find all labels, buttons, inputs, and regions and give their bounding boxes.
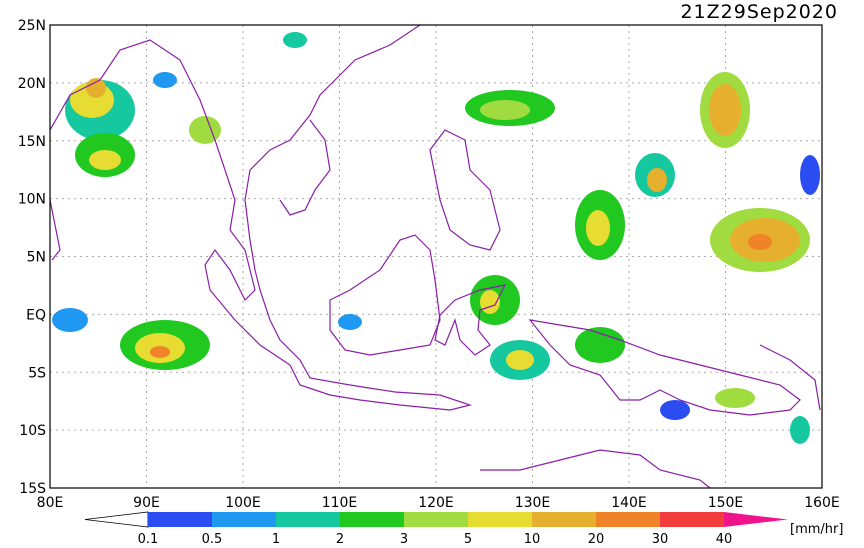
colorbar-swatch — [532, 512, 596, 527]
colorbar-label: 0.1 — [138, 532, 159, 544]
lon-label: 120E — [418, 495, 454, 511]
colorbar-label: 40 — [716, 532, 733, 544]
map-title: 21Z29Sep2020 — [680, 1, 838, 23]
colorbar-label: 30 — [652, 532, 669, 544]
lat-label: 10N — [18, 192, 46, 208]
lon-label: 160E — [804, 495, 840, 511]
colorbar-unit: [mm/hr] — [790, 522, 843, 537]
colorbar-label: 1 — [272, 532, 280, 544]
colorbar-label: 10 — [524, 532, 541, 544]
grid — [50, 25, 822, 488]
colorbar-swatch — [212, 512, 276, 527]
lon-label: 90E — [133, 495, 160, 511]
colorbar-swatch — [468, 512, 532, 527]
lon-label: 100E — [225, 495, 261, 511]
colorbar-label: 5 — [464, 532, 472, 544]
lat-label: EQ — [26, 307, 46, 323]
lat-label: 5S — [28, 365, 46, 381]
colorbar-end — [724, 512, 788, 527]
lat-label: 5N — [27, 250, 46, 266]
lon-label: 130E — [515, 495, 551, 511]
lat-label: 10S — [19, 423, 46, 439]
colorbar-label: 20 — [588, 532, 605, 544]
colorbar-swatch — [276, 512, 340, 527]
colorbar-label: 3 — [400, 532, 408, 544]
lon-label: 150E — [708, 495, 744, 511]
precip-areas — [52, 32, 820, 444]
colorbar-label: 0.5 — [202, 532, 223, 544]
lat-label: 20N — [18, 76, 46, 92]
coastlines — [49, 24, 821, 489]
lon-label: 80E — [37, 495, 64, 511]
colorbar-swatch — [404, 512, 468, 527]
map-frame — [49, 24, 823, 489]
colorbar-swatch — [596, 512, 660, 527]
lat-label: 15N — [18, 134, 46, 150]
lon-label: 140E — [611, 495, 647, 511]
colorbar-swatch — [340, 512, 404, 527]
colorbar-swatch — [660, 512, 724, 527]
lon-label: 110E — [322, 495, 358, 511]
colorbar-end — [84, 511, 149, 528]
colorbar-label: 2 — [336, 532, 344, 544]
colorbar: 0.1 0.5 1 2 3 5 10 20 30 40 — [84, 511, 788, 547]
colorbar-swatch — [148, 512, 212, 527]
lat-label: 25N — [18, 18, 46, 34]
lat-label: 15S — [19, 481, 46, 497]
